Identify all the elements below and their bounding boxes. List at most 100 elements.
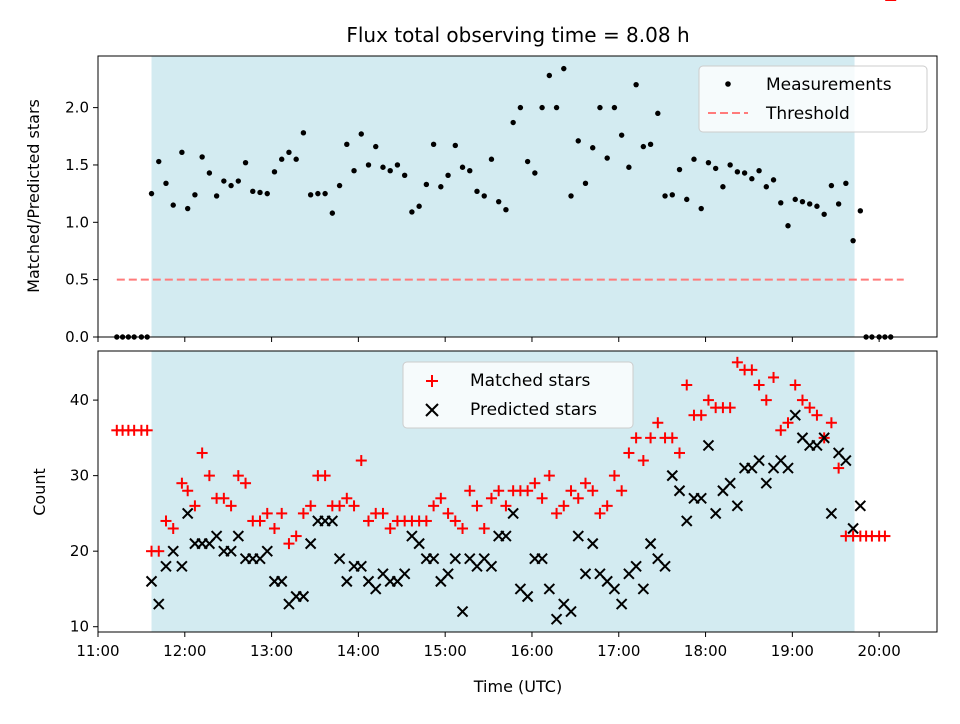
measurement-point [763,184,770,190]
predicted-star-point [789,409,801,421]
measurement-point [286,149,292,156]
matched-star-point [428,500,440,512]
measurement-point [575,138,581,144]
predicted-star-b [261,545,273,557]
predicted-star-point [304,537,317,550]
predicted-star-b [232,530,245,542]
predicted-star-b [442,568,454,580]
measurement-point [163,180,169,187]
predicted-star-b [702,439,715,452]
predicted-star-b [507,507,519,520]
predicted-star-point [550,613,563,625]
predicted-star-point [297,590,310,603]
predicted-star-b [709,507,722,520]
matched-star-point [695,409,707,421]
bottom-y-tick-label: 40 [70,391,89,409]
predicted-star-b [406,530,418,542]
measurement-point [430,141,437,148]
matched-star-point [141,424,153,436]
bottom-x-tick-label: 18:00 [684,642,727,660]
predicted-star-point [145,575,158,588]
top-legend-box [698,65,928,133]
measurement-point [532,170,538,176]
predicted-star-b [840,454,852,467]
predicted-star-point [442,568,454,580]
measurement-point [387,167,393,174]
measurement-point [179,149,185,156]
matched-stars-series [111,0,897,557]
matched-star-point [182,485,194,497]
matched-star-point [435,492,447,504]
predicted-star-b [464,553,476,565]
measurement-point [749,176,755,182]
predicted-star-b [789,409,801,421]
predicted-stars-series [145,409,867,625]
predicted-star-b [731,500,744,512]
bottom-x-tick-label: 16:00 [510,642,553,660]
predicted-star-point [153,598,165,610]
measurement-point [488,156,495,162]
matched-star-point [543,470,555,482]
measurement-point [257,189,263,196]
bottom-y-axis: 10 20 30 40 [70,391,98,636]
predicted-star-b [377,568,389,580]
predicted-star-b [304,537,317,550]
matched-star-point [572,492,584,504]
measurement-point [365,162,372,168]
predicted-star-point [176,560,188,572]
matched-star-point [189,500,201,512]
measurement-point [416,203,422,209]
bottom-y-axis-label: Count [30,468,49,516]
measurement-point [655,110,661,117]
predicted-star-point [753,454,765,467]
predicted-star-point [370,583,382,595]
measurement-point [409,209,415,215]
bottom-x-tick-label: 20:00 [858,642,901,660]
measurement-point [380,164,386,170]
matched-star-point [536,492,548,504]
measurement-point [835,201,842,207]
legend-measurements-label: Measurements [766,75,892,95]
predicted-star-b [153,598,165,610]
matched-star-point [674,447,686,459]
measurement-point [691,156,697,162]
matched-star-point [551,507,563,519]
predicted-star-b [210,530,223,542]
bottom-x-tick-label: 15:00 [424,642,467,660]
matched-star-point [825,417,837,429]
predicted-star-b [167,545,179,557]
predicted-star-point [536,553,548,565]
predicted-star-b [854,500,867,512]
measurement-point [561,65,567,72]
predicted-star-point [333,553,346,565]
predicted-star-b [145,575,158,588]
predicted-star-point [579,568,592,580]
measurement-point [741,170,748,176]
predicted-star-point [355,560,367,572]
predicted-star-point [326,515,339,527]
measurement-point [857,208,864,214]
predicted-star-point [854,500,867,512]
predicted-star-point [261,545,273,557]
measurement-point [373,143,379,150]
top-y-tick-label: 1.0 [65,213,89,231]
measurement-point [459,164,466,170]
legend-predicted-marker [425,403,439,417]
top-y-axis: 0.0 0.5 1.0 1.5 2.0 [65,99,98,346]
predicted-star-b [276,575,288,588]
predicted-star-point [507,507,519,520]
matched-star-point [305,500,317,512]
predicted-star-b [427,553,440,565]
predicted-star-b [536,553,548,565]
matched-star-point [176,477,188,489]
matched-star-point [731,356,743,368]
chart-title: Flux total observing time = 8.08 h [346,23,689,47]
predicted-star-b [615,598,628,610]
matched-star-point [645,432,657,444]
measurement-point [235,178,242,184]
matched-star-point [637,455,649,467]
bottom-x-tick-label: 13:00 [250,642,293,660]
predicted-star-b [565,605,577,618]
measurement-point [850,237,856,244]
